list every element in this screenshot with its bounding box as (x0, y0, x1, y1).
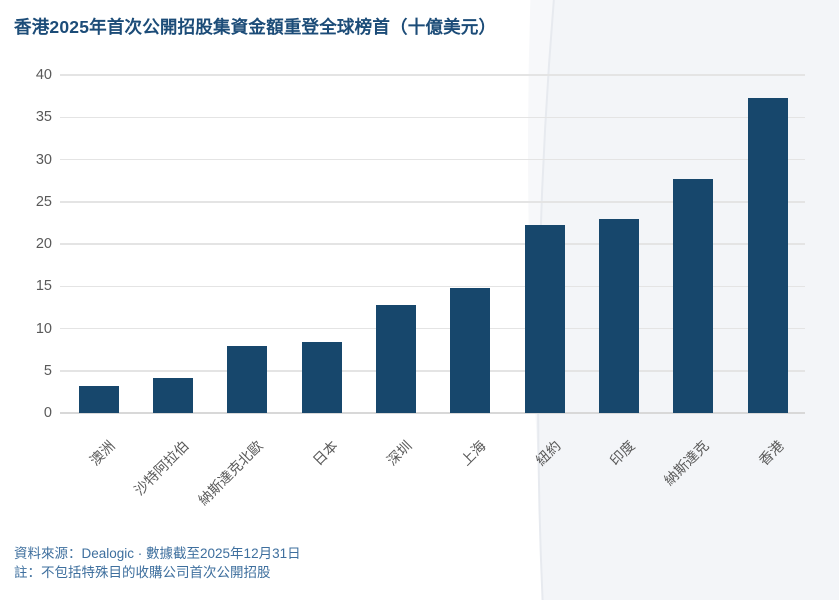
gridline-30 (60, 158, 805, 161)
gridline-20 (60, 243, 805, 245)
y-tick-label-20: 20 (35, 236, 52, 252)
source-line: 資料來源：Dealogic · 數據截至2025年12月31日 (14, 546, 301, 561)
y-tick-label-40: 40 (35, 67, 52, 83)
bar-納斯達克 (673, 178, 714, 413)
y-tick-label-0: 0 (43, 405, 52, 421)
bar-紐約 (524, 224, 565, 413)
bar-香港 (747, 97, 788, 413)
note-line: 註：不包括特殊目的收購公司首次公開招股 (14, 565, 271, 580)
bar-日本 (301, 342, 342, 413)
gridline-35 (60, 116, 805, 118)
bar-印度 (598, 218, 639, 413)
bar-澳洲 (78, 385, 119, 413)
bar-上海 (450, 287, 491, 413)
gridline-25 (60, 201, 805, 203)
bar-納斯達克北歐 (227, 346, 268, 413)
y-tick-label-15: 15 (35, 278, 52, 295)
gridline-40 (60, 74, 805, 76)
gridline-15 (60, 285, 805, 287)
gridline-5 (60, 370, 805, 372)
y-tick-label-30: 30 (35, 151, 52, 168)
x-axis-baseline (60, 411, 805, 414)
bar-沙特阿拉伯 (152, 377, 193, 413)
y-tick-label-10: 10 (35, 320, 52, 337)
y-tick-label-5: 5 (43, 362, 52, 379)
chart-title: 香港2025年首次公開招股集資金額重登全球榜首（十億美元） (14, 17, 497, 37)
gridline-10 (60, 327, 805, 330)
y-tick-label-35: 35 (35, 109, 52, 126)
y-tick-label-25: 25 (35, 193, 52, 210)
bar-chart-plot-area (60, 74, 805, 414)
bar-深圳 (375, 304, 416, 413)
footer: 資料來源：Dealogic · 數據截至2025年12月31日 註：不包括特殊目… (14, 544, 301, 582)
